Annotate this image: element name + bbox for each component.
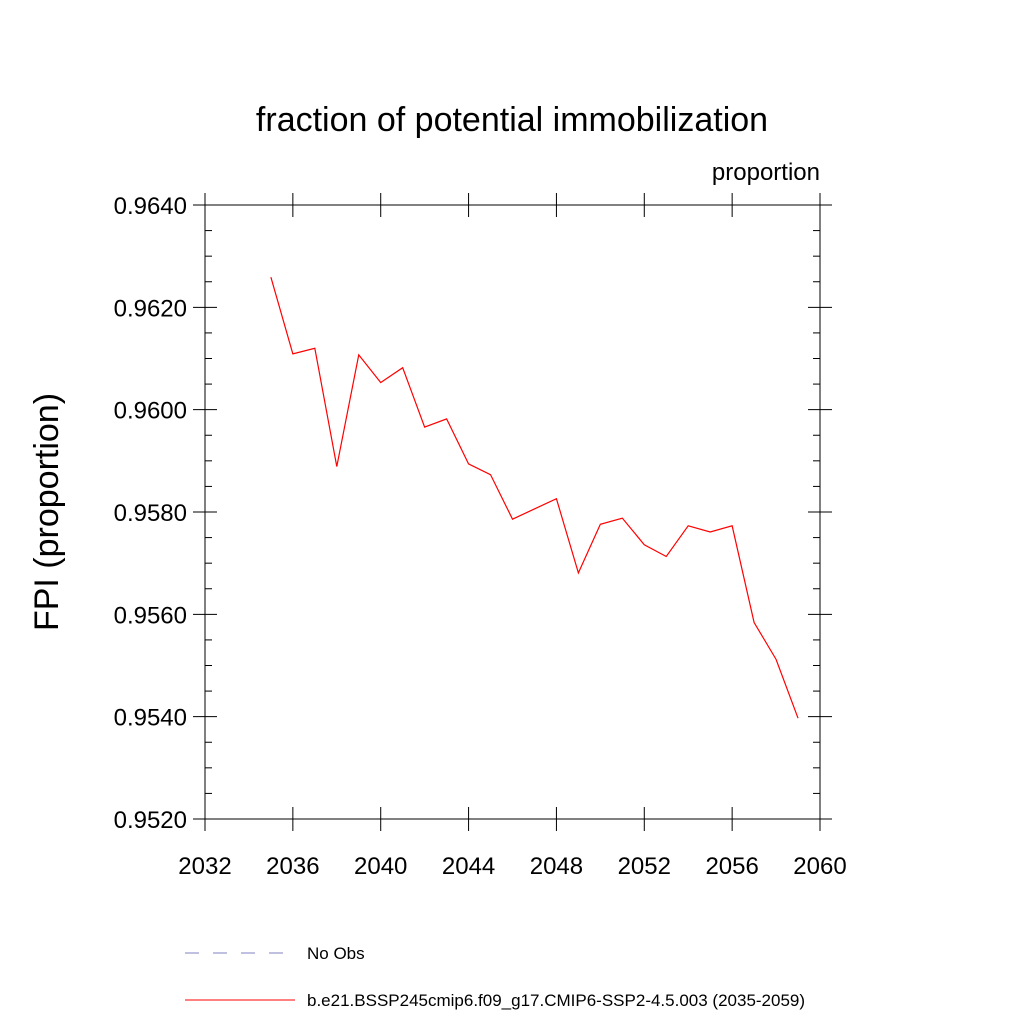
y-axis-label: FPI (proportion) <box>28 393 66 631</box>
x-tick-label: 2060 <box>793 853 846 880</box>
y-tick-label: 0.9620 <box>114 295 187 322</box>
x-tick-label: 2044 <box>442 853 495 880</box>
series-layer <box>270 276 799 719</box>
y-tick-label: 0.9560 <box>114 602 187 629</box>
axis-ticks: 0.9520 0.9540 0.9560 0.9580 0.9600 0.9620 0.96… <box>114 193 847 880</box>
series-line <box>270 276 799 719</box>
y-tick-label: 0.9580 <box>114 500 187 527</box>
x-tick-label: 2056 <box>705 853 758 880</box>
legend: No Obs b.e21.BSSP245cmip6.f09_g17.CMIP6-… <box>185 944 805 1010</box>
y-tick-label: 0.9540 <box>114 705 187 732</box>
x-tick-label: 2036 <box>266 853 319 880</box>
plot-frame <box>204 204 821 820</box>
legend-label-no-obs: No Obs <box>307 944 365 963</box>
x-tick-label: 2040 <box>354 853 407 880</box>
y-tick-label: 0.9600 <box>114 398 187 425</box>
chart-title: fraction of potential immobilization <box>256 101 768 139</box>
legend-label-series: b.e21.BSSP245cmip6.f09_g17.CMIP6-SSP2-4.… <box>307 991 805 1010</box>
units-label: proportion <box>712 159 820 186</box>
x-tick-label: 2052 <box>618 853 671 880</box>
x-tick-label: 2032 <box>178 853 231 880</box>
y-tick-label: 0.9520 <box>114 807 187 834</box>
y-tick-label: 0.9640 <box>114 193 187 220</box>
x-tick-label: 2048 <box>530 853 583 880</box>
